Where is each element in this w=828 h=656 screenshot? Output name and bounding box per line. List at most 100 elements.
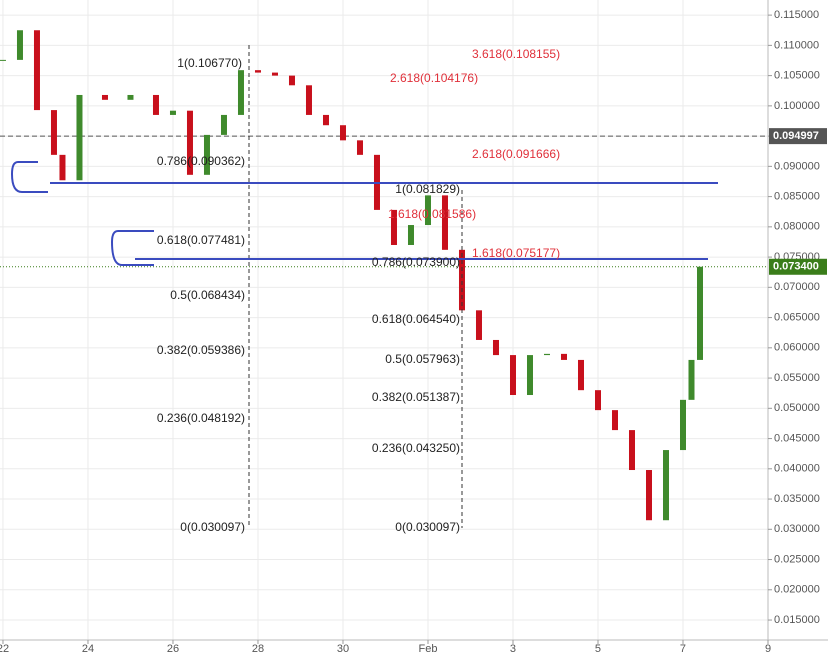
y-tick-label: 0.100000 xyxy=(774,100,820,112)
candle xyxy=(169,110,176,115)
y-tick-label: 0.055000 xyxy=(774,372,820,384)
candle xyxy=(186,110,193,175)
y-tick-label: 0.050000 xyxy=(774,402,820,414)
candle xyxy=(16,30,23,60)
candle xyxy=(76,94,83,181)
fib-label: 1(0.106770) xyxy=(177,56,242,70)
y-tick-label: 0.085000 xyxy=(774,191,820,203)
y-tick-label: 0.115000 xyxy=(774,9,819,21)
candle xyxy=(59,154,66,181)
candle xyxy=(254,70,261,73)
candle xyxy=(288,75,295,86)
candle xyxy=(127,94,134,100)
x-tick-label: 24 xyxy=(82,643,94,655)
candle xyxy=(322,114,329,126)
candle xyxy=(509,355,516,396)
extension-label: 1.618(0.081586) xyxy=(388,207,476,221)
fib-label: 0.382(0.051387) xyxy=(372,390,460,404)
fib-label: 0.5(0.068434) xyxy=(170,288,245,302)
candle xyxy=(662,450,669,521)
candle xyxy=(458,249,465,311)
candle xyxy=(424,195,431,226)
price-label: 0.073400 xyxy=(773,261,819,273)
candle xyxy=(305,85,312,115)
fib-label: 0.5(0.057963) xyxy=(385,352,460,366)
y-tick-label: 0.035000 xyxy=(774,493,820,505)
y-tick-label: 0.030000 xyxy=(774,523,820,535)
extension-label: 2.618(0.104176) xyxy=(390,71,478,85)
candle xyxy=(560,353,567,360)
fib-label: 0.786(0.090362) xyxy=(157,154,245,168)
bracket xyxy=(110,230,154,266)
candle xyxy=(679,399,686,451)
x-tick-label: 28 xyxy=(252,643,264,655)
y-tick-label: 0.025000 xyxy=(774,553,820,565)
candle xyxy=(594,390,601,411)
fib-label: 1(0.081829) xyxy=(395,182,460,196)
candle xyxy=(492,339,499,356)
candle xyxy=(645,470,652,521)
x-tick-label: 5 xyxy=(595,643,601,655)
extension-label: 3.618(0.108155) xyxy=(472,47,560,61)
candle xyxy=(50,110,57,155)
candle xyxy=(390,209,397,245)
x-tick-label: 22 xyxy=(0,643,9,655)
y-tick-label: 0.015000 xyxy=(774,614,820,626)
fib-label: 0(0.030097) xyxy=(395,520,460,534)
y-tick-label: 0.110000 xyxy=(774,39,819,51)
extension-label: 2.618(0.091666) xyxy=(472,147,560,161)
y-tick-label: 0.090000 xyxy=(774,160,820,172)
fib-label: 0(0.030097) xyxy=(180,520,245,534)
fib-label: 0.618(0.064540) xyxy=(372,312,460,326)
y-tick-label: 0.070000 xyxy=(774,281,820,293)
candle xyxy=(101,94,108,100)
candle xyxy=(33,30,40,111)
fib-label: 0.618(0.077481) xyxy=(157,233,245,247)
candle xyxy=(696,266,703,360)
y-tick-label: 0.040000 xyxy=(774,463,820,475)
candle xyxy=(203,134,210,175)
candle xyxy=(543,353,550,356)
x-tick-label: Feb xyxy=(419,643,438,655)
x-tick-label: 30 xyxy=(337,643,349,655)
candle xyxy=(407,225,414,245)
bracket xyxy=(10,161,48,193)
y-tick-label: 0.045000 xyxy=(774,432,820,444)
y-tick-label: 0.080000 xyxy=(774,221,820,233)
candle xyxy=(271,72,278,76)
price-box xyxy=(769,128,827,145)
candle xyxy=(628,430,635,471)
candle xyxy=(356,140,363,155)
candle xyxy=(577,359,584,391)
fib-label: 0.382(0.059386) xyxy=(157,343,245,357)
grid xyxy=(0,0,769,640)
candle xyxy=(475,310,482,340)
y-tick-label: 0.060000 xyxy=(774,342,820,354)
fib-label: 0.236(0.043250) xyxy=(372,441,460,455)
y-tick-label: 0.020000 xyxy=(774,584,820,596)
candle xyxy=(688,359,695,400)
candle xyxy=(152,94,159,115)
y-tick-label: 0.105000 xyxy=(774,70,820,82)
y-tick-label: 0.065000 xyxy=(774,311,820,323)
candles xyxy=(0,30,703,521)
fib-label: 0.786(0.073900) xyxy=(372,255,460,269)
price-box xyxy=(769,258,827,275)
fib-label: 0.236(0.048192) xyxy=(157,411,245,425)
x-tick-label: 3 xyxy=(510,643,516,655)
candle xyxy=(526,355,533,396)
candle xyxy=(220,114,227,135)
candle xyxy=(0,59,6,61)
axes: 0.015000 0.020000 0.025000 0.030000 0.035000… xyxy=(0,9,827,655)
x-tick-label: 9 xyxy=(765,643,771,655)
x-tick-label: 26 xyxy=(167,643,179,655)
candle xyxy=(441,195,448,250)
candle xyxy=(339,125,346,141)
extension-label: 1.618(0.075177) xyxy=(472,246,560,260)
candle xyxy=(611,410,618,431)
x-tick-label: 7 xyxy=(680,643,686,655)
candle xyxy=(237,70,244,115)
